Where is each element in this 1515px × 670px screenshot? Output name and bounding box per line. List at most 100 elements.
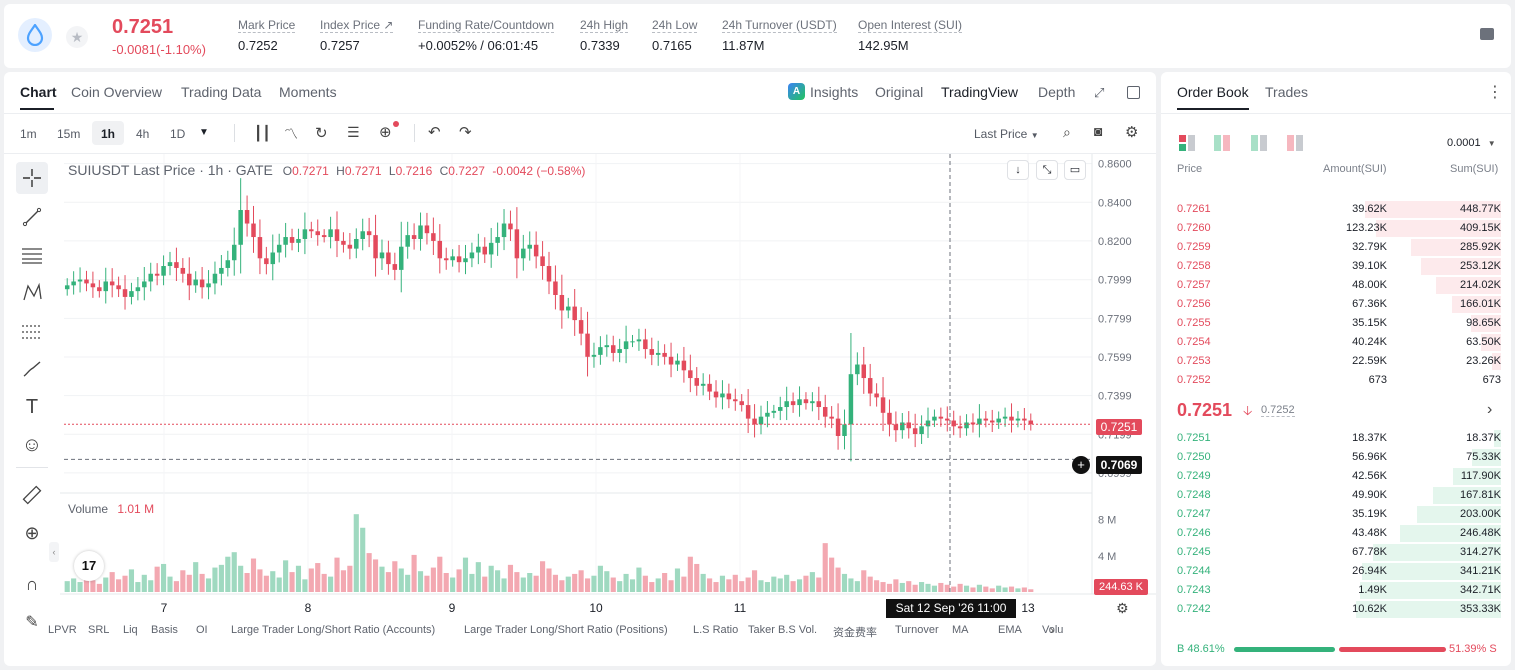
indicator-scroll-right-icon[interactable]: ›	[1050, 623, 1054, 637]
brush-tool-icon[interactable]	[16, 353, 48, 385]
view-both-icon[interactable]	[1179, 135, 1195, 151]
indicator-item[interactable]: OI	[196, 624, 208, 636]
cursor-plus-icon[interactable]: +	[1072, 456, 1090, 474]
time-axis-label: 8	[305, 601, 312, 615]
indicator-item[interactable]: L.S Ratio	[693, 624, 739, 636]
ask-row[interactable]: 0.7252 673 673	[1161, 371, 1511, 390]
interval-1m[interactable]: 1m	[20, 127, 37, 141]
replay-icon[interactable]: ↻	[315, 125, 328, 142]
text-tool-icon[interactable]: T	[25, 395, 39, 418]
ask-row[interactable]: 0.7254 40.24K 63.50K	[1161, 333, 1511, 352]
ask-row[interactable]: 0.7253 22.59K 23.26K	[1161, 352, 1511, 371]
candle-type-icon[interactable]: ┃┃	[254, 125, 271, 141]
indicator-item[interactable]: Liq	[123, 624, 138, 636]
book-icon[interactable]	[1480, 28, 1494, 40]
interval-4h[interactable]: 4h	[136, 127, 150, 141]
favorite-star-icon[interactable]: ★	[66, 26, 88, 48]
window-icon[interactable]	[1127, 86, 1140, 99]
gear-icon[interactable]: ⚙	[1125, 124, 1139, 141]
interval-1h[interactable]: 1h	[101, 127, 116, 141]
indicator-item[interactable]: Turnover	[895, 624, 939, 636]
ask-row[interactable]: 0.7260 123.23K 409.15K	[1161, 219, 1511, 238]
indicator-item[interactable]: 资金费率	[833, 627, 877, 639]
insights-button[interactable]: Insights	[810, 84, 859, 100]
ask-row[interactable]: 0.7259 32.79K 285.92K	[1161, 238, 1511, 257]
row-sum: 18.37K	[1466, 432, 1501, 444]
view-asks-icon[interactable]	[1287, 135, 1303, 151]
price-type-select[interactable]: Last Price ▼	[974, 127, 1039, 141]
price-chart[interactable]: 0.8600 0.8400 0.8200 0.7999 0.7799 0.7599 0.73…	[4, 72, 1156, 666]
interval-dropdown-icon[interactable]: ▼	[199, 127, 209, 138]
pattern-tool-icon[interactable]	[16, 277, 48, 309]
indicator-item[interactable]: SRL	[88, 624, 110, 636]
tab-coin-overview[interactable]: Coin Overview	[71, 84, 163, 100]
trend-line-tool-icon[interactable]	[16, 201, 48, 233]
interval-15m[interactable]: 15m	[57, 127, 81, 141]
ask-row[interactable]: 0.7255 35.15K 98.65K	[1161, 314, 1511, 333]
ask-row[interactable]: 0.7261 39.62K 448.77K	[1161, 200, 1511, 219]
precision-select[interactable]: 0.0001 ▼	[1447, 137, 1496, 149]
tab-moments[interactable]: Moments	[279, 84, 337, 100]
ask-row[interactable]: 0.7257 48.00K 214.02K	[1161, 276, 1511, 295]
tab-chart[interactable]: Chart	[20, 84, 57, 100]
time-axis-label: 11	[734, 601, 747, 615]
crosshair-tool-icon[interactable]	[16, 162, 48, 194]
expand-icon[interactable]: ⤢	[1094, 85, 1105, 100]
prediction-tool-icon[interactable]	[16, 315, 48, 347]
bid-row[interactable]: 0.7243 1.49K 342.71K	[1161, 581, 1511, 600]
indicator-item[interactable]: Large Trader Long/Short Ratio (Accounts)	[231, 624, 436, 636]
lock-draw-tool-icon[interactable]: ✎	[25, 614, 39, 631]
bid-row[interactable]: 0.7246 43.48K 246.48K	[1161, 524, 1511, 543]
undo-icon[interactable]: ↶	[428, 124, 441, 141]
collapse-chart-icon[interactable]: ⤡	[1036, 160, 1058, 180]
bid-row[interactable]: 0.7251 18.37K 18.37K	[1161, 429, 1511, 448]
chevron-right-icon[interactable]: ›	[1487, 401, 1493, 418]
search-icon[interactable]: ⌕	[1063, 124, 1071, 140]
ask-row[interactable]: 0.7256 67.36K 166.01K	[1161, 295, 1511, 314]
tab-order-book[interactable]: Order Book	[1177, 84, 1249, 100]
indicator-item[interactable]: MA	[952, 624, 969, 636]
view-bids-icon[interactable]	[1251, 135, 1267, 151]
bid-row[interactable]: 0.7249 42.56K 117.90K	[1161, 467, 1511, 486]
insights-ai-icon[interactable]: A	[788, 83, 805, 100]
view-original[interactable]: Original	[875, 84, 924, 100]
bid-row[interactable]: 0.7244 26.94K 341.21K	[1161, 562, 1511, 581]
indicator-item[interactable]: Volu	[1042, 624, 1064, 636]
ruler-tool-icon[interactable]	[16, 479, 48, 511]
view-tradingview[interactable]: TradingView	[941, 84, 1019, 100]
emoji-tool-icon[interactable]: ☺	[21, 433, 43, 456]
indicators-icon[interactable]: 〽	[284, 126, 298, 142]
bid-row[interactable]: 0.7247 35.19K 203.00K	[1161, 505, 1511, 524]
indicator-item[interactable]: LPVR	[48, 624, 77, 636]
stat-index-price[interactable]: Index Price ↗ 0.7257	[320, 18, 394, 53]
indicator-item[interactable]: Taker B.S Vol.	[748, 624, 818, 636]
indicator-item[interactable]: Basis	[151, 624, 178, 636]
fullscreen-icon[interactable]: ▭	[1064, 160, 1086, 180]
indicator-item[interactable]: EMA	[998, 624, 1022, 636]
view-depth[interactable]: Depth	[1038, 84, 1076, 100]
bid-row[interactable]: 0.7250 56.96K 75.33K	[1161, 448, 1511, 467]
camera-icon[interactable]: ◙	[1094, 123, 1103, 139]
bid-row[interactable]: 0.7248 49.90K 167.81K	[1161, 486, 1511, 505]
redo-icon[interactable]: ↷	[459, 124, 472, 141]
collapse-toolbar-icon[interactable]: ‹	[49, 542, 59, 562]
bid-row[interactable]: 0.7242 10.62K 353.33K	[1161, 600, 1511, 619]
interval-1h-active[interactable]	[92, 121, 124, 145]
tab-trading-data[interactable]: Trading Data	[181, 84, 262, 100]
fib-tool-icon[interactable]	[16, 239, 48, 271]
candle-body	[662, 352, 667, 357]
view-split-icon[interactable]	[1214, 135, 1230, 151]
volume-bar	[610, 577, 616, 592]
interval-1d[interactable]: 1D	[170, 127, 186, 141]
axis-settings-icon[interactable]: ⚙	[1116, 600, 1129, 616]
more-menu-icon[interactable]: ⋮	[1487, 84, 1503, 101]
tab-trades[interactable]: Trades	[1265, 84, 1309, 100]
indicator-item[interactable]: Large Trader Long/Short Ratio (Positions…	[464, 624, 668, 636]
templates-icon[interactable]: ☰	[347, 124, 360, 140]
zoom-in-tool-icon[interactable]: ⊕	[24, 522, 40, 543]
magnet-tool-icon[interactable]: ∩	[25, 573, 39, 594]
ask-row[interactable]: 0.7258 39.10K 253.12K	[1161, 257, 1511, 276]
scroll-down-icon[interactable]: ↓	[1007, 160, 1029, 180]
bid-row[interactable]: 0.7245 67.78K 314.27K	[1161, 543, 1511, 562]
add-alert-icon[interactable]: ⊕	[379, 121, 399, 141]
